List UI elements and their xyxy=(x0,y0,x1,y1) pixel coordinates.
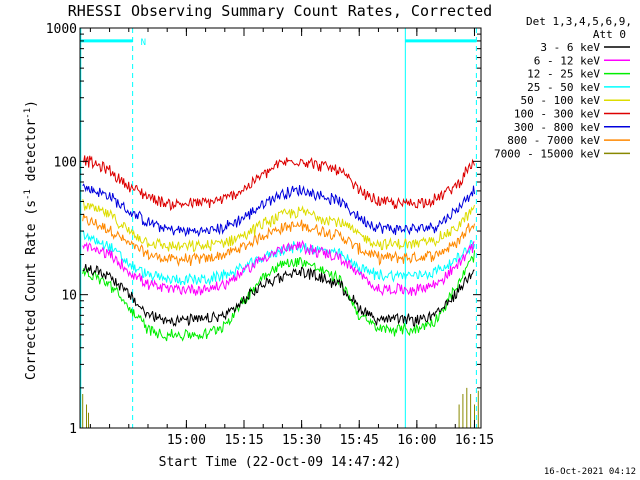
legend-label-5: 100 - 300 keV xyxy=(514,108,600,121)
series-line-1 xyxy=(82,239,475,297)
ylabel-end: ) xyxy=(24,100,39,108)
legend-label-0: 3 - 6 keV xyxy=(540,41,600,54)
chart-title: RHESSI Observing Summary Count Rates, Co… xyxy=(68,2,492,20)
ylabel-mid: detector xyxy=(24,119,39,190)
plot-frame xyxy=(79,27,482,429)
plot-area: N xyxy=(80,28,479,428)
y-tick-label-1: 10 xyxy=(61,289,77,304)
series-line-5 xyxy=(82,155,475,212)
series-line-7 xyxy=(82,213,475,268)
series-line-6 xyxy=(82,183,475,238)
y-tick-label-0: 1 xyxy=(69,422,77,437)
legend-label-8: 7000 - 15000 keV xyxy=(494,147,600,160)
ylabel-sup2: -1 xyxy=(23,108,33,119)
ylabel-main: Corrected Count Rate (s xyxy=(24,200,39,380)
ylabel-sup1: -1 xyxy=(23,189,33,200)
x-tick-label-2: 15:30 xyxy=(282,433,321,448)
legend-label-6: 300 - 800 keV xyxy=(514,121,600,134)
series-line-0 xyxy=(82,264,475,327)
y-tick-label-3: 1000 xyxy=(46,22,77,37)
x-tick-label-4: 16:00 xyxy=(397,433,436,448)
footer-timestamp: 16-Oct-2021 04:12 xyxy=(544,467,636,477)
x-axis-label: Start Time (22-Oct-09 14:47:42) xyxy=(159,455,402,470)
y-tick-label-2: 100 xyxy=(54,155,77,170)
legend-label-7: 800 - 7000 keV xyxy=(507,134,600,147)
x-tick-label-3: 15:45 xyxy=(340,433,379,448)
x-tick-label-0: 15:00 xyxy=(167,433,206,448)
axes: 1 10 100 1000 15:00 15:15 15:30 15:45 16:00 16:15 xyxy=(46,22,494,448)
series-line-8 xyxy=(82,387,479,428)
series-line-2 xyxy=(82,250,475,342)
svg-text:Corrected Count Rate (s-1 dete: Corrected Count Rate (s-1 detector-1) xyxy=(23,100,39,380)
x-tick-label-5: 16:15 xyxy=(455,433,494,448)
x-tick-label-1: 15:15 xyxy=(224,433,263,448)
legend-header-0: Det 1,3,4,5,6,9, xyxy=(526,15,632,28)
legend-label-3: 25 - 50 keV xyxy=(527,81,600,94)
legend-label-2: 12 - 25 keV xyxy=(527,68,600,81)
legend-label-4: 50 - 100 keV xyxy=(521,94,601,107)
legend-header-1: Att 0 xyxy=(593,28,626,41)
series-line-3 xyxy=(82,231,475,286)
y-axis-label: Corrected Count Rate (s-1 detector-1) xyxy=(23,100,39,380)
series-line-4 xyxy=(82,199,475,252)
legend-label-1: 6 - 12 keV xyxy=(534,54,601,67)
marker-bar-label-0: N xyxy=(141,38,146,48)
